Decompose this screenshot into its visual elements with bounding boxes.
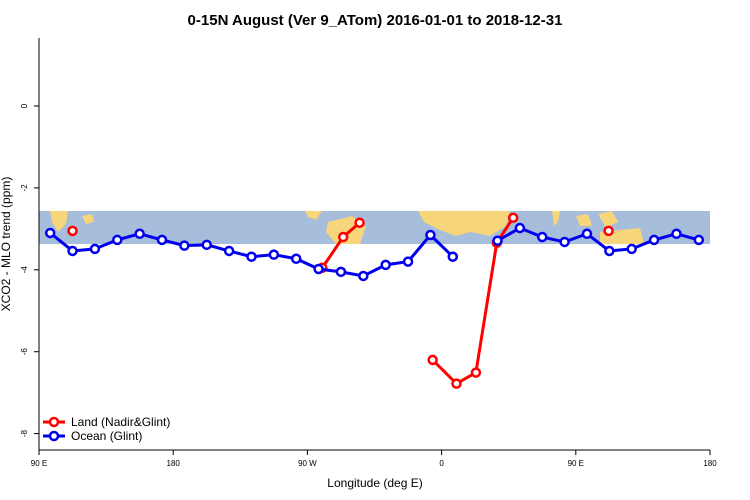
point: [380, 259, 391, 271]
point: [671, 228, 682, 240]
point: [179, 240, 190, 251]
point: [648, 234, 660, 246]
y-tick-label: 0: [20, 103, 29, 108]
point: [425, 229, 436, 241]
legend-marker: [48, 416, 60, 428]
point: [89, 243, 101, 255]
point: [492, 235, 503, 246]
point: [156, 234, 168, 246]
x-tick-label: 90 E: [568, 459, 584, 468]
point: [335, 266, 347, 278]
legend-marker: [48, 430, 60, 442]
point: [268, 249, 280, 260]
x-tick-label: 0: [439, 459, 444, 468]
y-tick-label: -6: [20, 348, 29, 356]
point: [358, 270, 369, 282]
y-tick-label: -2: [20, 184, 29, 192]
point: [112, 234, 123, 246]
point: [290, 253, 302, 264]
x-tick-label: 90 E: [31, 459, 47, 468]
point: [201, 239, 212, 251]
point: [447, 251, 459, 262]
point: [67, 225, 78, 237]
x-tick-label: 90 W: [298, 459, 317, 468]
point: [514, 222, 526, 234]
point: [603, 225, 614, 237]
legend-label: Land (Nadir&Glint): [71, 415, 170, 429]
y-tick-label: -4: [20, 266, 29, 274]
legend-label: Ocean (Glint): [71, 429, 142, 443]
point: [693, 234, 705, 246]
point: [537, 231, 548, 243]
point: [44, 227, 56, 239]
x-tick-label: 180: [167, 459, 181, 468]
point: [402, 256, 414, 267]
point: [427, 354, 438, 366]
point: [604, 245, 615, 257]
point: [354, 217, 365, 228]
point: [223, 245, 235, 257]
point: [67, 245, 78, 257]
point: [470, 367, 482, 378]
point: [626, 243, 637, 255]
x-axis-label: Longitude (deg E): [327, 476, 422, 490]
point: [134, 228, 145, 240]
point: [507, 212, 519, 224]
y-tick-label: -8: [20, 430, 29, 438]
y-axis-label: XCO2 - MLO trend (ppm): [0, 177, 13, 312]
point: [313, 263, 324, 275]
point: [559, 236, 570, 248]
point: [337, 231, 349, 243]
point: [451, 378, 462, 389]
map-band: [39, 211, 710, 244]
point: [246, 251, 257, 262]
chart-title: 0-15N August (Ver 9_ATom) 2016-01-01 to …: [188, 12, 563, 29]
point: [581, 228, 593, 240]
x-tick-label: 180: [703, 459, 717, 468]
